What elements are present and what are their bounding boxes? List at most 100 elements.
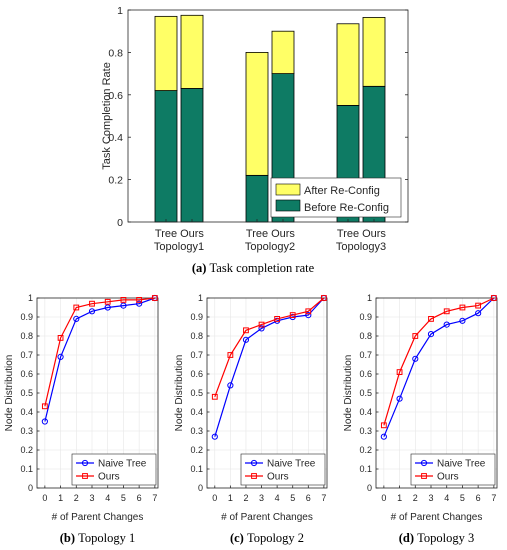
point-ours [396,369,403,376]
y-tick-label: 0.3 [359,426,372,436]
x-tick-label: 3 [89,493,94,503]
chart-b: 00.10.20.30.40.50.60.70.80.910 1 2 3 4 5 6 7Nai… [4,293,159,545]
y-tick-label: 0 [28,483,33,493]
x-tick-label: 6 [306,493,311,503]
point-naive-tree [88,308,96,315]
group-label: Topology3 [336,241,386,253]
line-ours [44,297,155,407]
y-tick-label: 0.8 [20,331,33,341]
group-label: Topology1 [154,241,204,253]
point-ours [73,304,80,311]
point-naive-tree [258,325,265,332]
legend-marker-ours [421,473,427,479]
y-tick-label: 0.7 [190,350,203,360]
y-tick-label: 0.4 [190,407,203,417]
plot-frame [127,9,409,223]
point-naive-tree [104,304,111,311]
y-tick-label: 0.7 [359,350,372,360]
caption-text: Topology 2 [247,531,304,545]
y-tick-label: 1 [117,5,123,17]
point-ours [211,393,218,400]
legend-label-ours: Ours [98,472,120,483]
point-ours [305,308,312,315]
y-tick-label: 0.6 [359,369,372,379]
point-ours [227,352,234,358]
legend-box [71,453,157,486]
bar-after-reconfig [362,17,386,87]
y-tick-label: 0.1 [359,464,372,474]
point-ours [459,304,466,311]
legend-box [410,453,496,486]
bar-before-reconfig [180,88,204,223]
caption-text: Task completion rate [210,261,315,275]
y-tick-label: 0.9 [359,312,372,322]
x-axis-label: # of Parent Changes [391,512,483,523]
x-tick-label: 4 [444,493,449,503]
legend-marker-ours [82,473,88,479]
legend-label-ours: Ours [437,472,459,483]
y-tick-label: 0.2 [20,445,33,455]
y-tick-label: 0.7 [20,350,33,360]
bar-before-reconfig [245,174,269,223]
x-tick-label: 5 [290,493,295,503]
y-tick-label: 1 [28,293,33,303]
point-ours [41,403,48,410]
point-naive-tree [242,336,250,343]
caption-c: (c) Topology 2 [230,531,304,545]
legend-marker-naive [420,459,428,467]
y-tick-label: 0.8 [190,331,203,341]
x-tick-label: 4 [105,493,110,503]
legend-swatch-before [275,199,301,212]
y-tick-label: 0.9 [190,312,203,322]
caption-b: (b) Topology 1 [60,531,136,545]
x-tick-label: 0 [212,493,217,503]
y-tick-label: 1 [367,293,372,303]
x-tick-label: 2 [413,493,418,503]
point-naive-tree [475,310,482,317]
caption-a: (a) Task completion rate [192,261,315,275]
y-tick-label: 0.8 [108,47,123,59]
x-tick-label: 2 [74,493,79,503]
x-tick-label: 3 [428,493,433,503]
point-ours [380,422,387,429]
point-naive-tree [305,312,312,319]
y-tick-label: 0.9 [20,312,33,322]
x-tick-label: 7 [491,493,496,503]
caption-d: (d) Topology 3 [399,531,475,545]
x-tick-label: 0 [42,493,47,503]
bar-label: Ours [180,228,204,240]
y-tick-label: 0.2 [190,445,203,455]
x-axis-label: # of Parent Changes [221,512,313,523]
legend-label-naive: Naive Tree [267,459,316,470]
bar-label: Tree [155,228,177,240]
x-tick-label: 6 [476,493,481,503]
y-tick-label: 0.4 [108,132,123,144]
bar-after-reconfig [154,15,178,91]
x-tick-label: 0 [381,493,386,503]
bar-after-reconfig [271,30,295,75]
y-tick-label: 0.4 [359,407,372,417]
x-tick-label: 3 [259,493,264,503]
point-ours [475,302,482,309]
y-tick-label: 0.2 [359,445,372,455]
point-ours [412,333,419,339]
point-ours [258,321,265,328]
legend-label-before: Before Re-Config [304,202,389,214]
legend-marker-naive [250,459,258,467]
legend-marker-naive [81,459,89,467]
point-naive-tree [73,315,80,322]
y-tick-label: 0.2 [108,175,123,187]
point-ours [57,335,64,341]
y-tick-label: 0.3 [20,426,33,436]
y-axis-label: Task Completion Rate [101,62,113,170]
caption-letter: (a) [192,261,210,275]
point-naive-tree [427,331,435,338]
point-ours [274,316,281,322]
point-ours [320,295,327,301]
x-tick-label: 5 [121,493,126,503]
x-tick-label: 6 [137,493,142,503]
point-naive-tree [120,302,127,309]
caption-letter: (d) [399,531,417,545]
x-tick-label: 7 [321,493,326,503]
